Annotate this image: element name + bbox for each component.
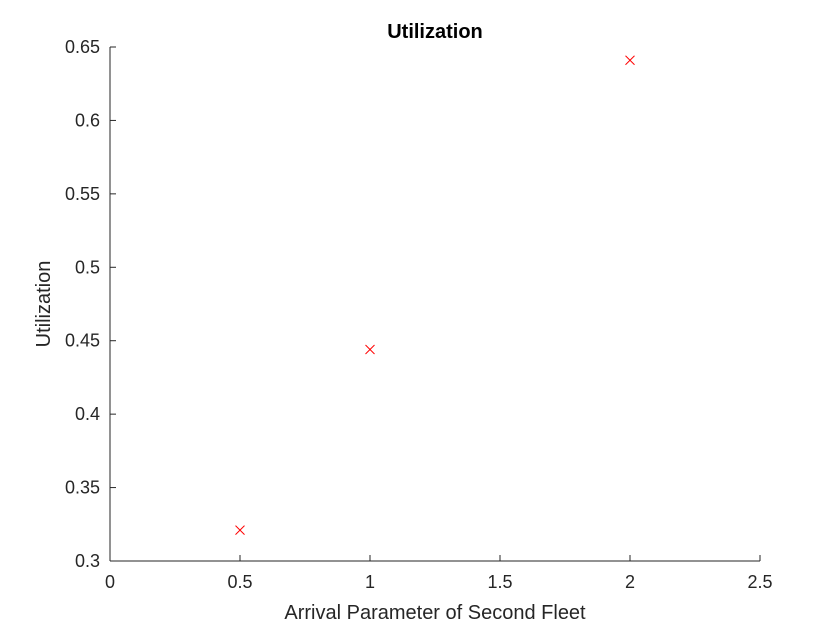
y-tick-label: 0.55 [65,184,100,204]
y-tick-label: 0.65 [65,37,100,57]
chart-title: Utilization [387,21,483,43]
x-tick-label: 2 [625,572,635,592]
x-tick-label: 0 [105,572,115,592]
x-axis-label: Arrival Parameter of Second Fleet [284,602,586,624]
data-points [235,55,635,536]
x-tick-label: 1 [365,572,375,592]
x-tick-label: 2.5 [747,572,772,592]
y-tick-label: 0.35 [65,478,100,498]
x-ticks: 0 0.5 1 1.5 2 2.5 [105,555,773,592]
y-axis-label: Utilization [33,261,55,348]
y-ticks: 0.3 0.35 0.4 0.45 0.5 0.55 0.6 0.65 [65,37,116,571]
x-tick-label: 0.5 [227,572,252,592]
x-tick-label: 1.5 [487,572,512,592]
y-tick-label: 0.4 [75,404,100,424]
axes [109,47,760,562]
y-tick-label: 0.45 [65,331,100,351]
data-point [365,344,375,355]
y-tick-label: 0.3 [75,551,100,571]
y-tick-label: 0.5 [75,257,100,277]
y-tick-label: 0.6 [75,110,100,130]
data-point [235,525,245,536]
data-point [625,55,635,66]
